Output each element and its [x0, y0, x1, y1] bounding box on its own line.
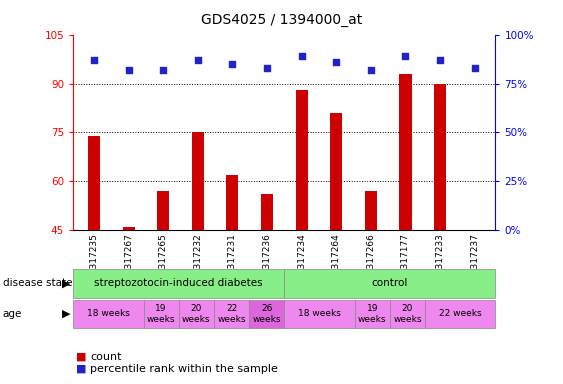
Text: 22 weeks: 22 weeks [439, 310, 481, 318]
Point [401, 53, 410, 59]
Point [193, 57, 202, 63]
Text: 22
weeks: 22 weeks [217, 304, 246, 324]
Bar [330, 113, 342, 230]
Bar [123, 227, 135, 230]
Text: GDS4025 / 1394000_at: GDS4025 / 1394000_at [201, 13, 362, 27]
Text: 20
weeks: 20 weeks [182, 304, 211, 324]
Point [297, 53, 306, 59]
Bar [192, 132, 204, 230]
Bar [434, 84, 446, 230]
Text: ▶: ▶ [62, 309, 70, 319]
Point [470, 65, 479, 71]
Text: ■: ■ [77, 352, 87, 362]
Point [228, 61, 237, 67]
Text: 19
weeks: 19 weeks [358, 304, 387, 324]
Text: ■: ■ [77, 364, 87, 374]
Point [159, 67, 168, 73]
Point [436, 57, 445, 63]
Bar [365, 191, 377, 230]
Bar [157, 191, 169, 230]
Text: age: age [3, 309, 22, 319]
Text: 20
weeks: 20 weeks [393, 304, 422, 324]
Text: 19
weeks: 19 weeks [147, 304, 176, 324]
Text: streptozotocin-induced diabetes: streptozotocin-induced diabetes [95, 278, 263, 288]
Bar [296, 90, 307, 230]
Text: 26
weeks: 26 weeks [252, 304, 281, 324]
Text: control: control [372, 278, 408, 288]
Text: ▶: ▶ [62, 278, 70, 288]
Text: 18 weeks: 18 weeks [298, 310, 341, 318]
Point [262, 65, 271, 71]
Point [367, 67, 376, 73]
Text: count: count [90, 352, 122, 362]
Bar [261, 194, 273, 230]
Point [90, 57, 99, 63]
Text: percentile rank within the sample: percentile rank within the sample [90, 364, 278, 374]
Text: disease state: disease state [3, 278, 72, 288]
Bar [226, 175, 239, 230]
Point [124, 67, 133, 73]
Bar [88, 136, 100, 230]
Point [332, 59, 341, 65]
Text: 18 weeks: 18 weeks [87, 310, 130, 318]
Bar [399, 74, 412, 230]
